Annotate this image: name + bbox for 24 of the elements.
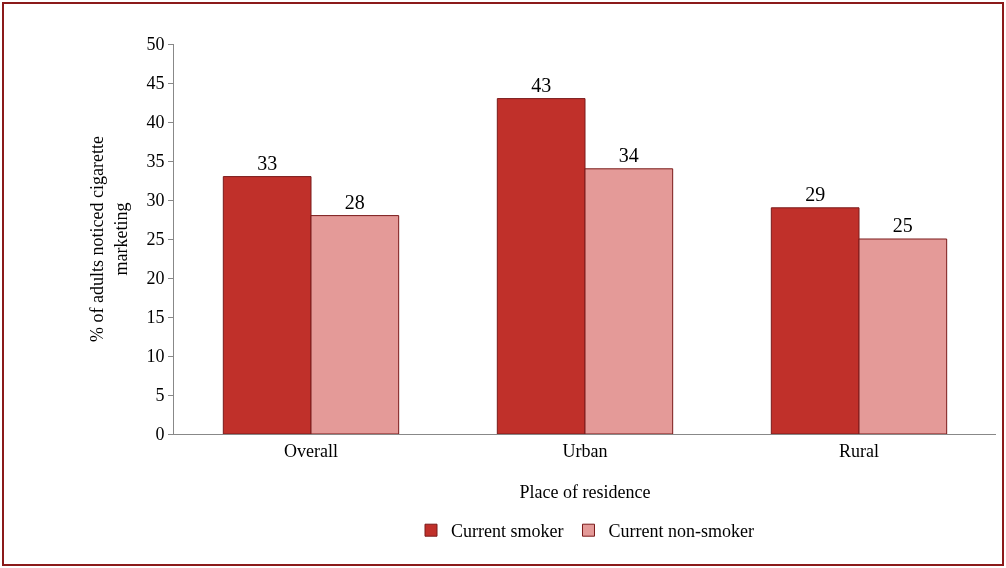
x-tick-label: Urban: [562, 440, 608, 461]
x-tick-label: Rural: [839, 440, 879, 461]
y-tick-label: 50: [146, 34, 165, 55]
legend-label: Current non-smoker: [608, 521, 754, 542]
data-label: 34: [618, 143, 639, 166]
data-label: 43: [531, 73, 552, 96]
data-label: 28: [344, 190, 365, 213]
y-tick-label: 20: [146, 268, 165, 289]
data-label: 29: [805, 182, 826, 205]
y-tick-label: 0: [155, 424, 165, 445]
y-tick-label: 35: [146, 151, 165, 172]
legend-label: Current smoker: [451, 521, 564, 542]
y-tick-label: 30: [146, 190, 165, 211]
data-label: 25: [892, 214, 913, 236]
x-axis-title: Place of residence: [519, 482, 651, 502]
y-tick-label: 40: [146, 112, 165, 133]
x-tick-label: Overall: [284, 440, 338, 461]
y-tick-label: 5: [155, 385, 165, 406]
y-tick-label: 45: [146, 73, 165, 94]
y-axis-title: % of adults noticed cigarette marketing: [87, 136, 131, 342]
data-label: 33: [257, 151, 278, 174]
y-tick-label: 15: [146, 307, 165, 328]
y-tick-label: 25: [146, 229, 165, 250]
y-tick-label: 10: [146, 346, 165, 367]
